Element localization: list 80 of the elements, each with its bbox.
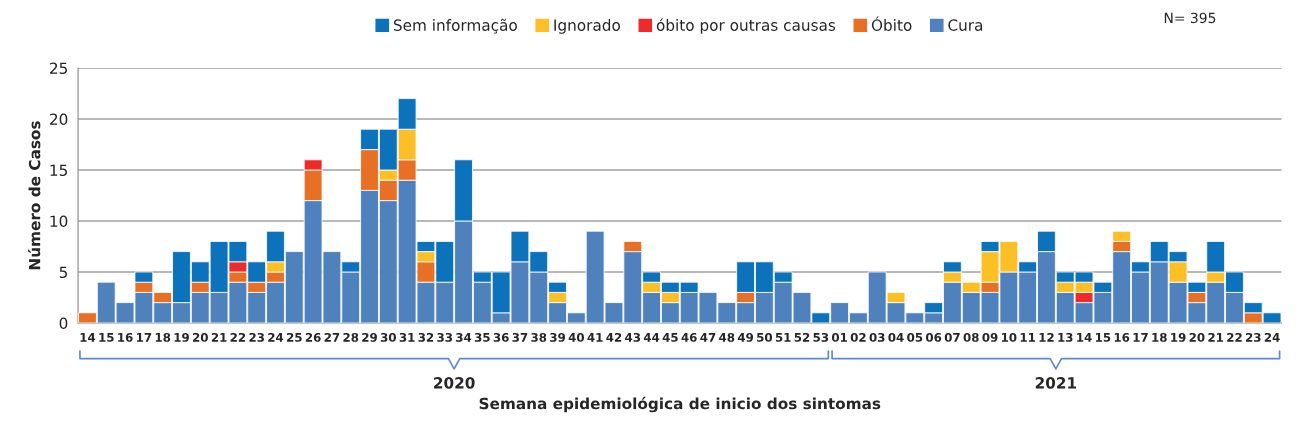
x-tick-label: 07 [944,332,960,342]
x-tick-label: 32 [418,332,434,342]
x-tick-label: 21 [1208,332,1224,342]
x-tick-label: 43 [625,332,641,342]
y-axis-title: Número de Casos [27,121,41,270]
y-tick-label: 25 [50,62,67,75]
y-tick-label: 15 [50,164,67,177]
x-tick-label: 23 [1246,332,1261,342]
x-tick-label: 15 [99,333,114,342]
x-tick-label: 15 [1095,333,1111,342]
x-tick-label: 08 [963,332,979,342]
x-tick-label: 04 [888,332,904,342]
y-tick-label: 10 [50,215,68,228]
x-tick-label: 18 [1152,332,1167,342]
x-tick-label: 09 [982,332,998,342]
x-tick-label: 13 [1058,332,1073,342]
y-tick-label: 20 [50,113,68,126]
x-tick-label: 29 [362,332,377,342]
x-tick-label: 24 [268,332,284,342]
x-tick-label: 50 [757,332,773,342]
legend-label: Sem informação [393,18,517,34]
x-tick-label: 10 [1001,332,1017,342]
x-tick-label: 36 [493,332,509,342]
x-tick-label: 38 [531,332,547,342]
x-tick-label: 37 [512,332,528,342]
x-tick-label: 39 [550,332,566,342]
x-tick-label: 20 [1189,332,1205,342]
x-tick-label: 06 [925,332,942,342]
text: 2021 [1035,377,1077,389]
x-tick-label: 48 [719,332,735,342]
x-tick-label: 01 [831,332,848,342]
x-tick-label: 52 [794,332,810,342]
x-tick-label: 17 [1133,333,1148,342]
x-tick-label: 14 [80,333,96,342]
x-tick-label: 44 [643,333,660,342]
x-tick-label: 47 [700,333,716,342]
legend-label: óbito por outras causas [656,18,836,34]
text: 2020 [434,377,475,389]
x-tick-label: 25 [287,332,302,342]
x-tick-label: 51 [775,333,791,342]
legend-label: Ignorado [554,19,620,34]
x-tick-label: 02 [850,332,866,342]
x-tick-label: 19 [174,332,189,342]
x-tick-label: 28 [343,332,359,342]
x-tick-label: 22 [230,332,246,342]
legend-label: Cura [948,19,983,31]
x-tick-label: 18 [155,332,171,342]
x-tick-label: 19 [1171,332,1186,342]
x-tick-label: 20 [193,332,208,342]
text: N= 395 [1164,12,1216,24]
x-tick-label: 26 [305,332,321,342]
x-tick-label: 05 [907,332,923,342]
x-tick-label: 23 [249,332,264,342]
x-tick-label: 30 [380,332,396,342]
x-tick-label: 24 [1264,332,1280,342]
x-tick-label: 22 [1227,332,1242,342]
x-tick-label: 49 [737,332,754,342]
x-tick-label: 27 [324,332,340,342]
y-tick-label: 0 [59,317,68,330]
x-tick-label: 53 [813,332,829,342]
x-tick-label: 40 [568,332,584,342]
x-tick-label: 12 [1039,332,1054,342]
x-tick-label: 45 [662,333,678,342]
x-tick-label: 21 [211,332,227,342]
x-tick-label: 34 [456,332,472,342]
x-tick-label: 46 [681,332,697,342]
legend-label: Óbito [871,16,912,31]
x-tick-label: 11 [1020,333,1036,342]
y-tick-label: 5 [59,266,67,279]
x-tick-label: 33 [437,332,452,342]
x-tick-label: 16 [118,332,133,342]
x-tick-label: 14 [1077,333,1092,342]
x-tick-label: 41 [587,333,603,342]
x-tick-label: 35 [474,332,490,342]
x-tick-label: 03 [869,332,885,342]
x-axis-title: Semana epidemiológica de inicio dos sintomas [479,396,881,413]
x-tick-label: 31 [399,332,415,342]
x-tick-label: 17 [136,333,152,342]
x-tick-label: 16 [1114,332,1130,342]
x-tick-label: 42 [606,332,622,342]
